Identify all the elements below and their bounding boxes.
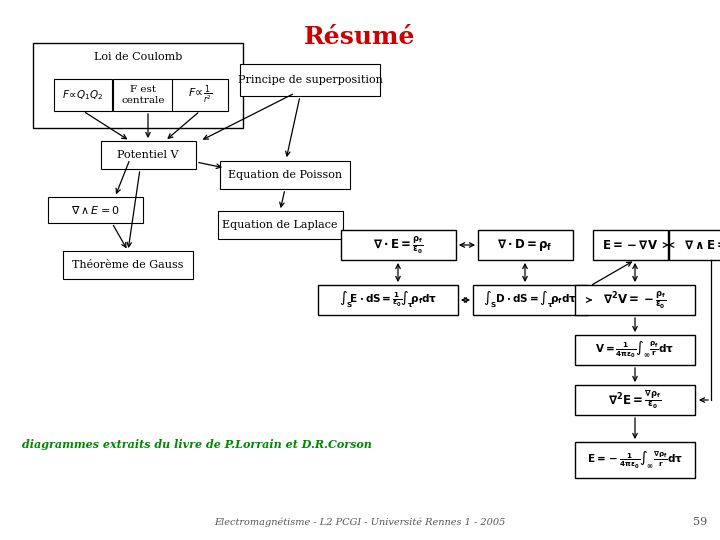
Text: $\mathbf{\nabla^2 E=\frac{\nabla\rho_f}{\varepsilon_0}}$: $\mathbf{\nabla^2 E=\frac{\nabla\rho_f}{…: [608, 389, 662, 411]
Bar: [101, 141, 196, 169]
Bar: [575, 385, 695, 415]
Bar: [472, 285, 588, 315]
Text: $\nabla\wedge E=0$: $\nabla\wedge E=0$: [71, 204, 120, 216]
Bar: [48, 197, 143, 223]
Bar: [593, 230, 667, 260]
Text: $\mathbf{\nabla\wedge E=0}$: $\mathbf{\nabla\wedge E=0}$: [684, 239, 720, 252]
Text: Electromagnétisme - L2 PCGI - Université Rennes 1 - 2005: Electromagnétisme - L2 PCGI - Université…: [215, 517, 505, 526]
Bar: [575, 442, 695, 478]
Bar: [575, 335, 695, 365]
Bar: [668, 230, 720, 260]
Bar: [54, 79, 112, 111]
Bar: [172, 79, 228, 111]
Bar: [217, 211, 343, 239]
Text: $\mathbf{\int_S\!E\cdot dS=\frac{1}{\varepsilon_0}\!\int_\tau\!\rho_f d\tau}$: $\mathbf{\int_S\!E\cdot dS=\frac{1}{\var…: [339, 290, 437, 310]
Text: 59: 59: [693, 517, 707, 527]
Bar: [220, 161, 350, 189]
Bar: [240, 64, 380, 96]
Bar: [318, 285, 458, 315]
Text: Théorème de Gauss: Théorème de Gauss: [72, 260, 184, 270]
Text: $F\!\propto\!Q_1Q_2$: $F\!\propto\!Q_1Q_2$: [63, 88, 104, 102]
Bar: [341, 230, 456, 260]
Text: $\mathbf{\nabla\cdot E=\frac{\rho_f}{\varepsilon_0}}$: $\mathbf{\nabla\cdot E=\frac{\rho_f}{\va…: [373, 234, 423, 255]
Text: Equation de Laplace: Equation de Laplace: [222, 220, 338, 230]
Text: $\mathbf{\int_S D\cdot dS=\int_\tau\!\rho_f d\tau}$: $\mathbf{\int_S D\cdot dS=\int_\tau\!\rh…: [483, 290, 577, 310]
Text: $F\!\propto\!\frac{1}{r^2}$: $F\!\propto\!\frac{1}{r^2}$: [188, 84, 212, 106]
Text: Equation de Poisson: Equation de Poisson: [228, 170, 342, 180]
Text: $\mathbf{E=-\frac{1}{4\pi\varepsilon_0}\int_\infty\frac{\nabla\rho_f}{r}d\tau}$: $\mathbf{E=-\frac{1}{4\pi\varepsilon_0}\…: [587, 449, 683, 470]
Text: Principe de superposition: Principe de superposition: [238, 75, 382, 85]
Bar: [477, 230, 572, 260]
Bar: [575, 285, 695, 315]
Text: F est
centrale: F est centrale: [121, 85, 165, 105]
Text: diagrammes extraits du livre de P.Lorrain et D.R.Corson: diagrammes extraits du livre de P.Lorrai…: [22, 440, 372, 450]
Bar: [33, 43, 243, 127]
Text: Loi de Coulomb: Loi de Coulomb: [94, 52, 182, 62]
Text: $\mathbf{\nabla^2 V=-\frac{\rho_f}{\varepsilon_0}}$: $\mathbf{\nabla^2 V=-\frac{\rho_f}{\vare…: [603, 289, 667, 310]
Bar: [113, 79, 173, 111]
Text: Potentiel V: Potentiel V: [117, 150, 179, 160]
Text: Résumé: Résumé: [305, 25, 415, 49]
Text: $\mathbf{V=\frac{1}{4\pi\varepsilon_0}\int_\infty\frac{\rho_f}{r}d\tau}$: $\mathbf{V=\frac{1}{4\pi\varepsilon_0}\i…: [595, 340, 675, 360]
Text: $\mathbf{E=-\nabla V}$: $\mathbf{E=-\nabla V}$: [602, 239, 658, 252]
Bar: [63, 251, 193, 279]
Text: $\mathbf{\nabla\cdot D=\rho_f}$: $\mathbf{\nabla\cdot D=\rho_f}$: [498, 237, 553, 253]
